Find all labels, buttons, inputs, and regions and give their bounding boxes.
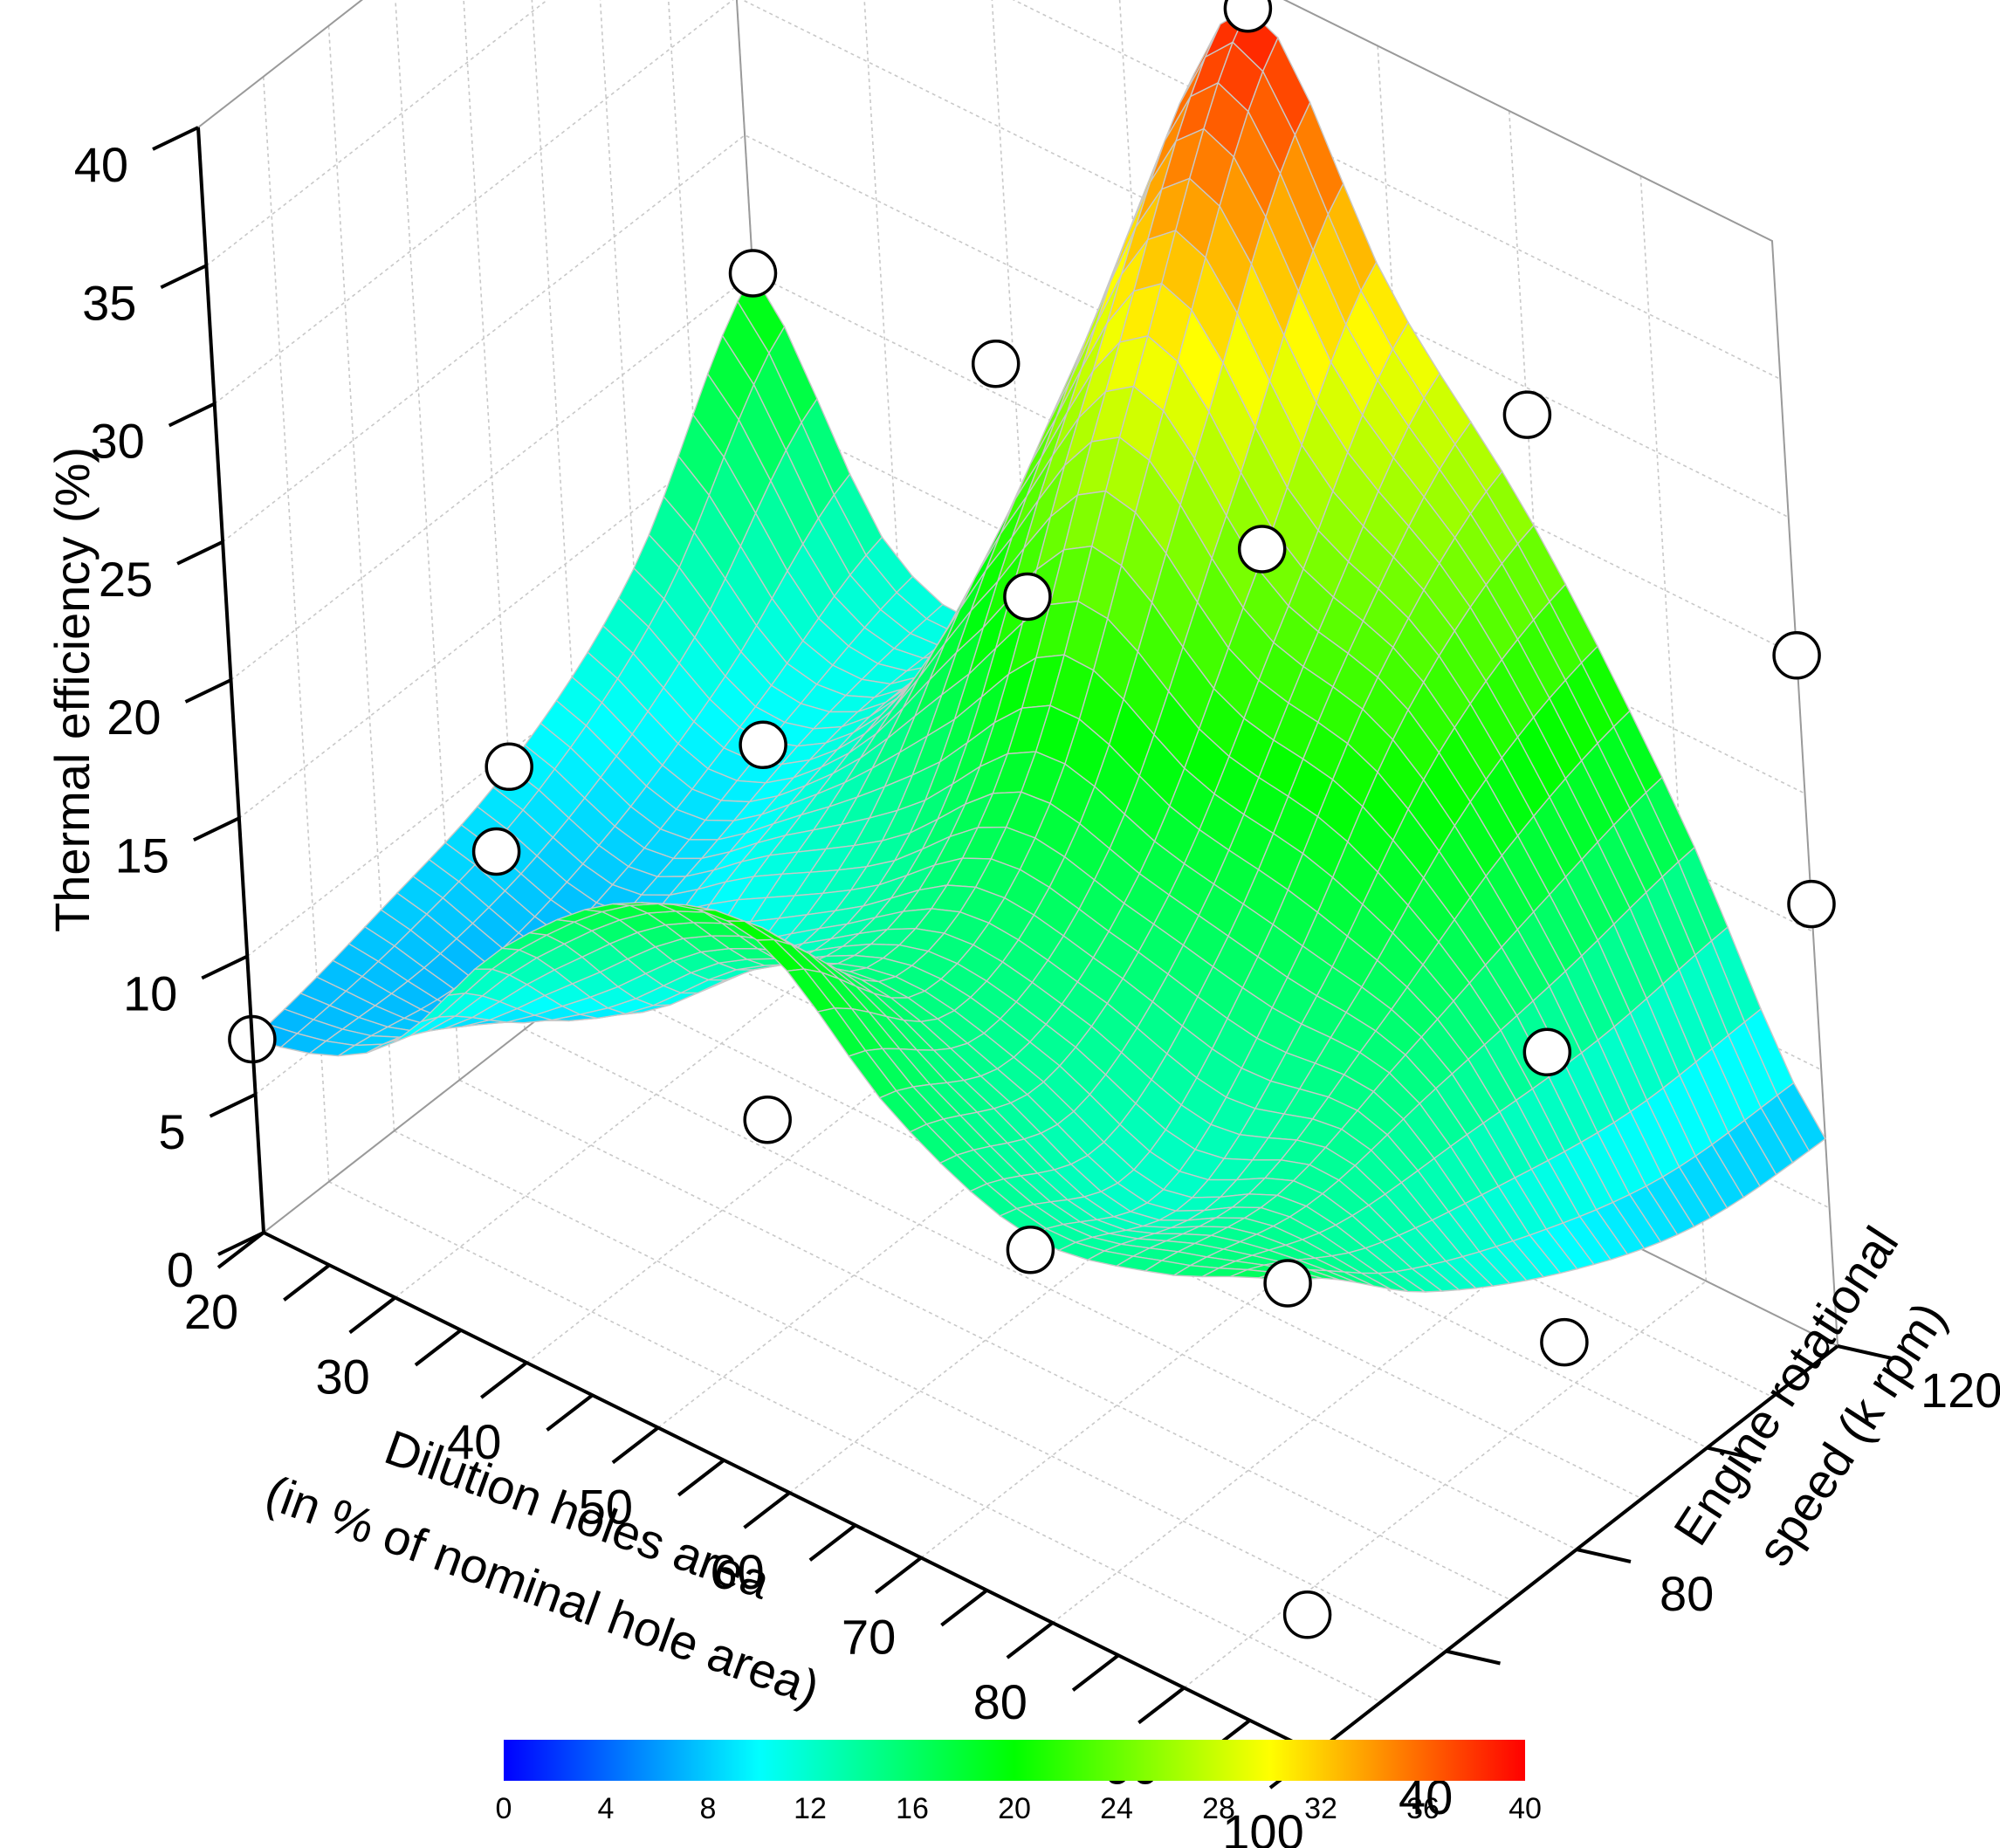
axes-layer: [152, 126, 1893, 1790]
x-tick: [677, 1459, 725, 1497]
colorbar-tick-label: 16: [896, 1792, 929, 1825]
colorbar-tick-label: 12: [794, 1792, 827, 1825]
data-point: [743, 1095, 792, 1144]
colorbar-tick-label: 20: [998, 1792, 1031, 1825]
x-tick: [546, 1393, 594, 1432]
data-point: [1263, 1259, 1312, 1308]
z-tick-label: 15: [115, 828, 169, 883]
z-tick-label: 0: [167, 1242, 194, 1297]
surface-layer: [251, 7, 1826, 1293]
data-point: [1787, 879, 1836, 929]
colorbar-tick-label: 36: [1406, 1792, 1440, 1825]
x-tick: [1137, 1686, 1186, 1725]
x-tick-label: 30: [315, 1350, 369, 1405]
z-tick: [176, 539, 223, 566]
data-point: [1237, 525, 1287, 574]
z-tick: [193, 816, 240, 842]
x-tick-label: 70: [842, 1610, 896, 1665]
y-tick-label: 120: [1921, 1363, 2000, 1418]
backwall-frame: [197, 0, 1838, 1347]
z-tick: [160, 264, 208, 290]
data-point: [1003, 572, 1052, 622]
x-tick: [283, 1263, 331, 1302]
x-tick: [874, 1556, 923, 1595]
colorbar-tick-label: 24: [1100, 1792, 1133, 1825]
x-tick-label: 60: [710, 1544, 764, 1599]
x-tick-label: 20: [184, 1284, 238, 1339]
x-tick-label: 40: [447, 1414, 501, 1469]
wall-gridline-z: [214, 0, 1790, 519]
data-point: [471, 827, 521, 876]
floor-gridline-y: [328, 1181, 1382, 1703]
labels-layer: 0510152025303540203040506070809010040801…: [74, 137, 2000, 1848]
y-tick-label: 80: [1660, 1566, 1714, 1621]
x-tick: [808, 1523, 857, 1562]
colorbar-tick-label: 4: [598, 1792, 615, 1825]
z-tick-label: 25: [99, 552, 153, 607]
floor-gridline-y: [394, 1130, 1447, 1652]
data-point: [1772, 631, 1821, 680]
x-tick: [480, 1361, 528, 1399]
z-tick-label: 40: [74, 137, 128, 192]
colorbar-tick-label: 8: [700, 1792, 717, 1825]
y-tick: [1446, 1649, 1501, 1666]
data-point: [1223, 0, 1273, 33]
data-points: [228, 0, 1836, 1639]
colorbar-tick-label: 40: [1509, 1792, 1542, 1825]
floor-gridline-y: [524, 1028, 1577, 1550]
colorbar: [504, 1740, 1525, 1781]
y-tick: [1837, 1344, 1893, 1360]
data-point: [1006, 1225, 1055, 1274]
colorbar-tick-label: 0: [496, 1792, 512, 1825]
x-tick: [414, 1329, 463, 1367]
x-tick-label: 100: [1222, 1804, 1303, 1848]
wall-gridline-z: [205, 0, 1781, 381]
z-tick-label: 20: [107, 690, 161, 745]
z-tick-label: 5: [158, 1104, 185, 1159]
floor-gridline-y: [458, 1079, 1512, 1601]
colorbar-tick-label: 28: [1202, 1792, 1235, 1825]
x-tick-label: 50: [579, 1480, 633, 1535]
data-point: [971, 339, 1021, 388]
data-point: [739, 720, 787, 770]
z-tick: [152, 126, 199, 151]
x-tick: [611, 1426, 660, 1465]
y-tick: [1707, 1446, 1762, 1462]
z-tick: [209, 1092, 257, 1118]
x-tick: [1071, 1653, 1120, 1692]
colorbar-tick-label: 32: [1304, 1792, 1337, 1825]
x-tick: [1006, 1621, 1054, 1659]
z-tick-label: 30: [90, 414, 144, 469]
x-tick: [216, 1231, 265, 1269]
z-tick-label: 10: [123, 966, 177, 1021]
z-tick: [168, 402, 216, 428]
data-point: [1522, 1027, 1572, 1077]
colorbar-ticks: 0 4 8 12 16 20 24 28 32 36 40: [496, 1792, 1542, 1825]
x-tick: [940, 1589, 988, 1627]
z-tick-label: 35: [82, 275, 136, 330]
data-point: [1540, 1317, 1589, 1367]
x-tick: [743, 1491, 791, 1529]
data-point: [485, 742, 533, 792]
data-point: [1502, 390, 1552, 439]
x-tick: [348, 1295, 396, 1335]
data-point: [1282, 1590, 1332, 1639]
z-axis-title: Thermal efficiency (%): [45, 447, 100, 932]
x-tick-label: 80: [973, 1674, 1027, 1729]
z-tick: [201, 954, 249, 980]
y-tick: [1576, 1548, 1632, 1563]
z-tick: [184, 678, 232, 704]
data-point: [728, 249, 778, 298]
wall-gridline-z: [197, 0, 1773, 242]
